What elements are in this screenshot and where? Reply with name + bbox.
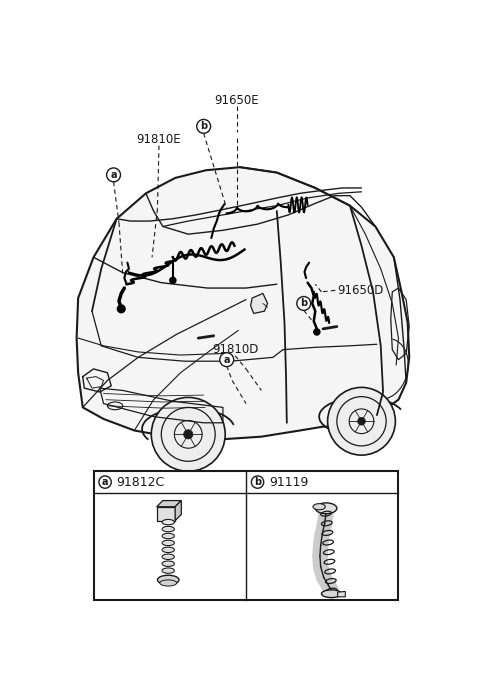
- Polygon shape: [337, 592, 345, 597]
- Polygon shape: [156, 507, 175, 521]
- Circle shape: [328, 387, 396, 455]
- Ellipse shape: [157, 575, 179, 584]
- Circle shape: [107, 168, 120, 182]
- Ellipse shape: [322, 590, 341, 598]
- Circle shape: [170, 277, 176, 284]
- Polygon shape: [175, 500, 181, 521]
- Ellipse shape: [162, 554, 174, 559]
- Text: a: a: [102, 477, 108, 487]
- Polygon shape: [77, 167, 409, 440]
- Polygon shape: [156, 500, 181, 507]
- Circle shape: [118, 305, 125, 313]
- Ellipse shape: [162, 519, 174, 525]
- Circle shape: [197, 120, 211, 133]
- Text: b: b: [300, 298, 307, 309]
- Text: a: a: [224, 355, 230, 365]
- Ellipse shape: [162, 540, 174, 545]
- Text: 91812C: 91812C: [117, 475, 165, 489]
- Bar: [94, 471, 398, 600]
- Text: 91810E: 91810E: [137, 133, 181, 146]
- Ellipse shape: [315, 503, 337, 514]
- Text: b: b: [254, 477, 261, 487]
- Ellipse shape: [162, 526, 174, 532]
- Text: 91810D: 91810D: [212, 343, 258, 356]
- Circle shape: [358, 417, 365, 425]
- Ellipse shape: [160, 580, 177, 586]
- Text: 91119: 91119: [269, 475, 309, 489]
- Circle shape: [99, 476, 111, 489]
- Ellipse shape: [162, 547, 174, 552]
- Circle shape: [220, 353, 234, 367]
- Text: a: a: [110, 170, 117, 180]
- Ellipse shape: [162, 561, 174, 566]
- Circle shape: [184, 430, 193, 439]
- Circle shape: [252, 476, 264, 489]
- Polygon shape: [251, 293, 267, 314]
- Circle shape: [151, 398, 225, 471]
- Text: b: b: [200, 121, 207, 132]
- Ellipse shape: [162, 568, 174, 573]
- Circle shape: [314, 329, 320, 335]
- Ellipse shape: [313, 503, 325, 510]
- Text: 91650E: 91650E: [215, 94, 259, 107]
- Ellipse shape: [162, 533, 174, 539]
- Circle shape: [297, 297, 311, 310]
- Text: 91650D: 91650D: [337, 284, 383, 297]
